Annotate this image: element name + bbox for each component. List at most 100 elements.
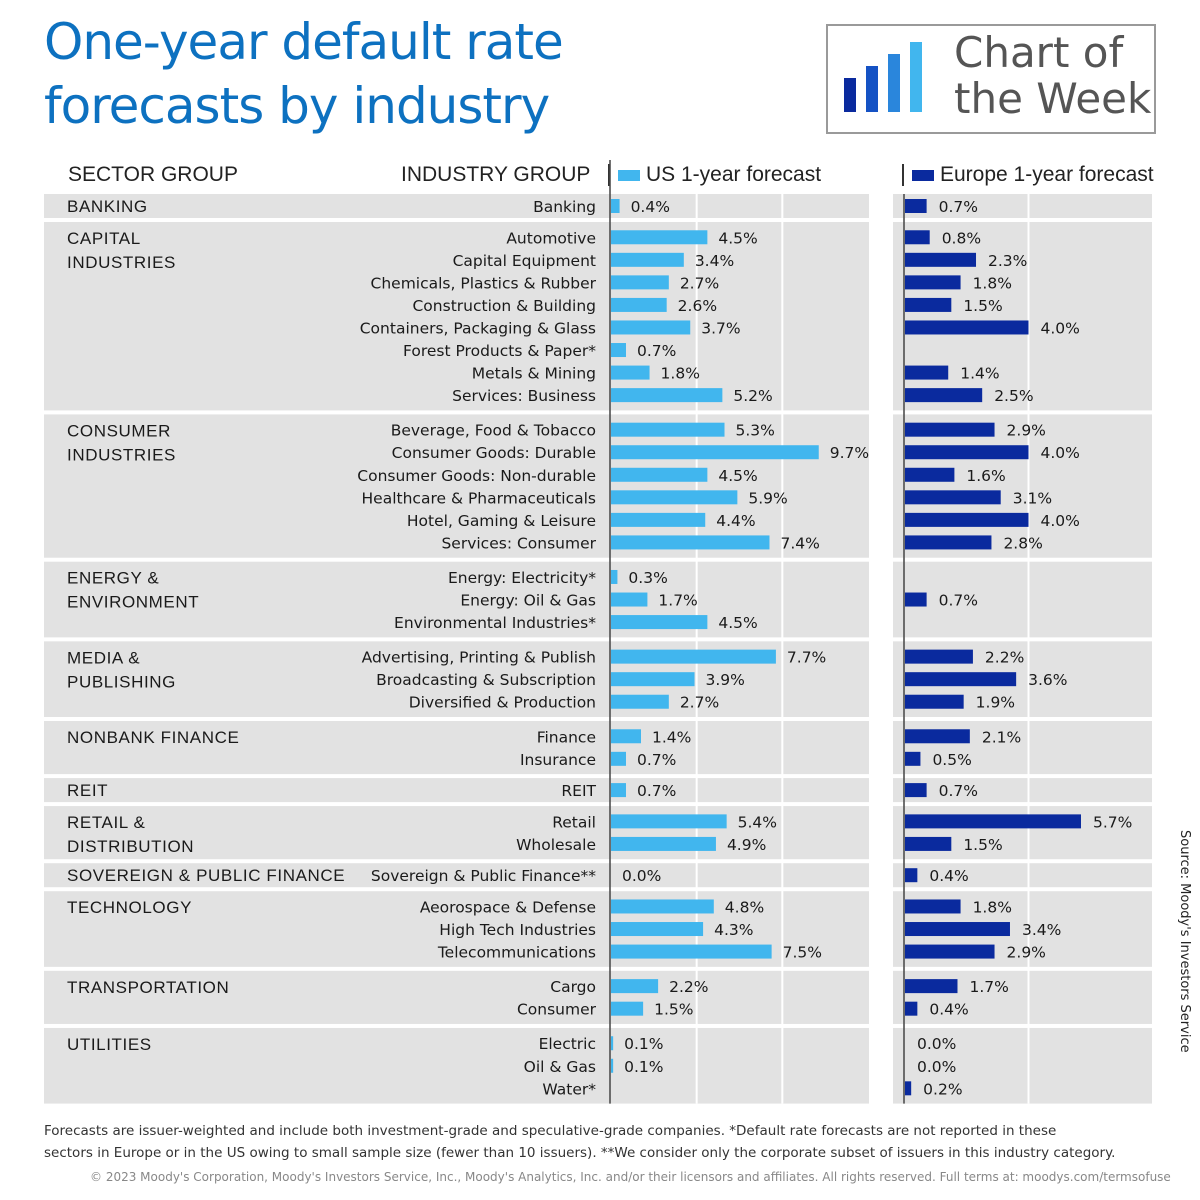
us-bar	[611, 814, 727, 829]
europe-bar	[905, 592, 927, 607]
europe-bar	[905, 297, 952, 312]
industry-label: Consumer Goods: Non-durable	[357, 467, 596, 485]
us-bar	[611, 422, 725, 437]
sector-label: INDUSTRIES	[67, 445, 176, 464]
industry-label: REIT	[561, 782, 596, 800]
sector-band-us	[44, 222, 869, 411]
us-bar	[611, 230, 708, 245]
sector-band-europe	[893, 778, 1152, 803]
europe-bar	[905, 868, 918, 883]
europe-bar	[905, 388, 983, 403]
logo-line-2: the Week	[954, 74, 1152, 123]
industry-label: Cargo	[550, 978, 596, 996]
us-value-label: 0.1%	[624, 1058, 663, 1076]
sector-label: TRANSPORTATION	[67, 978, 229, 997]
europe-value-label: 2.8%	[1003, 534, 1042, 552]
us-value-label: 1.8%	[661, 365, 700, 383]
sector-band-europe	[893, 414, 1152, 558]
sector-label: MEDIA &	[67, 648, 140, 667]
industry-label: Beverage, Food & Tobacco	[391, 422, 596, 440]
chart-title: One-year default rate forecasts by indus…	[44, 13, 564, 135]
europe-bar	[905, 672, 1017, 687]
us-value-label: 2.7%	[680, 694, 719, 712]
industry-label: Consumer Goods: Durable	[392, 444, 596, 462]
europe-legend: Europe 1-year forecast	[902, 160, 1154, 190]
europe-value-label: 1.4%	[960, 365, 999, 383]
sector-label: BANKING	[67, 197, 148, 216]
us-bar	[611, 729, 641, 744]
us-value-label: 4.5%	[718, 614, 757, 632]
europe-value-label: 1.5%	[963, 297, 1002, 315]
us-bar	[611, 388, 723, 403]
industry-label: Environmental Industries*	[394, 614, 596, 632]
europe-legend-label: Europe 1-year forecast	[940, 163, 1154, 186]
us-value-label: 3.4%	[695, 252, 734, 270]
industry-label: Broadcasting & Subscription	[376, 671, 596, 689]
europe-bar	[905, 365, 949, 380]
us-value-label: 7.5%	[783, 944, 822, 962]
us-value-label: 9.7%	[830, 444, 869, 462]
europe-value-label: 4.0%	[1041, 319, 1080, 337]
sector-band-us	[44, 194, 869, 218]
industry-label: Sovereign & Public Finance**	[371, 867, 596, 885]
sector-label: INDUSTRIES	[67, 253, 176, 272]
us-value-label: 4.4%	[716, 512, 755, 530]
industry-label: Healthcare & Pharmaceuticals	[362, 489, 596, 507]
us-bar	[611, 343, 626, 358]
sector-band-europe	[893, 1027, 1152, 1104]
us-bar	[611, 275, 669, 290]
europe-bar	[905, 783, 927, 798]
europe-bar	[905, 814, 1081, 829]
europe-value-label: 0.7%	[939, 592, 978, 610]
us-value-label: 4.8%	[725, 898, 764, 916]
sector-label: REIT	[67, 781, 108, 800]
europe-bar	[905, 445, 1029, 460]
industry-label: Water*	[542, 1080, 596, 1098]
us-value-label: 4.9%	[727, 836, 766, 854]
europe-value-label: 1.6%	[966, 467, 1005, 485]
europe-value-label: 1.7%	[969, 978, 1008, 996]
us-value-label: 2.6%	[678, 297, 717, 315]
europe-bar	[905, 944, 995, 959]
us-bar	[611, 467, 708, 482]
europe-value-label: 0.4%	[929, 1001, 968, 1019]
industry-label: Insurance	[520, 751, 596, 769]
us-value-label: 0.7%	[637, 751, 676, 769]
sector-band-europe	[893, 222, 1152, 411]
sector-band-us	[44, 721, 869, 775]
industry-label: Consumer	[517, 1001, 597, 1019]
us-value-label: 2.2%	[669, 978, 708, 996]
industry-label: Construction & Building	[412, 297, 596, 315]
sector-band-us	[44, 863, 869, 888]
sector-band-us	[44, 970, 869, 1024]
us-bar	[611, 490, 738, 505]
sector-band-europe	[893, 561, 1152, 638]
europe-bar	[905, 490, 1001, 505]
europe-bar	[905, 836, 952, 851]
logo-bar-icon	[910, 42, 922, 112]
us-legend-label: US 1-year forecast	[646, 163, 822, 186]
us-value-label: 4.5%	[718, 467, 757, 485]
europe-value-label: 2.3%	[988, 252, 1027, 270]
europe-value-label: 3.1%	[1013, 489, 1052, 507]
sector-band-us	[44, 561, 869, 638]
us-value-label: 0.0%	[622, 867, 661, 885]
industry-label: Electric	[539, 1035, 596, 1053]
sector-band-us	[44, 1027, 869, 1104]
europe-bar	[905, 467, 955, 482]
us-bar	[611, 1001, 644, 1016]
us-bar	[611, 445, 819, 460]
industry-label: Diversified & Production	[409, 694, 596, 712]
sector-label: DISTRIBUTION	[67, 837, 194, 856]
sector-label: CONSUMER	[67, 421, 171, 440]
source-note: Source: Moody's Investors Service	[1177, 830, 1192, 1053]
industry-label: Wholesale	[516, 836, 596, 854]
europe-bar	[905, 512, 1029, 527]
footnote: Forecasts are issuer-weighted and includ…	[44, 1120, 1194, 1164]
us-bar	[611, 836, 716, 851]
us-value-label: 7.4%	[780, 534, 819, 552]
europe-value-label: 4.0%	[1041, 512, 1080, 530]
us-value-label: 5.3%	[736, 422, 775, 440]
us-bar	[611, 979, 659, 994]
us-value-label: 0.4%	[631, 198, 670, 216]
